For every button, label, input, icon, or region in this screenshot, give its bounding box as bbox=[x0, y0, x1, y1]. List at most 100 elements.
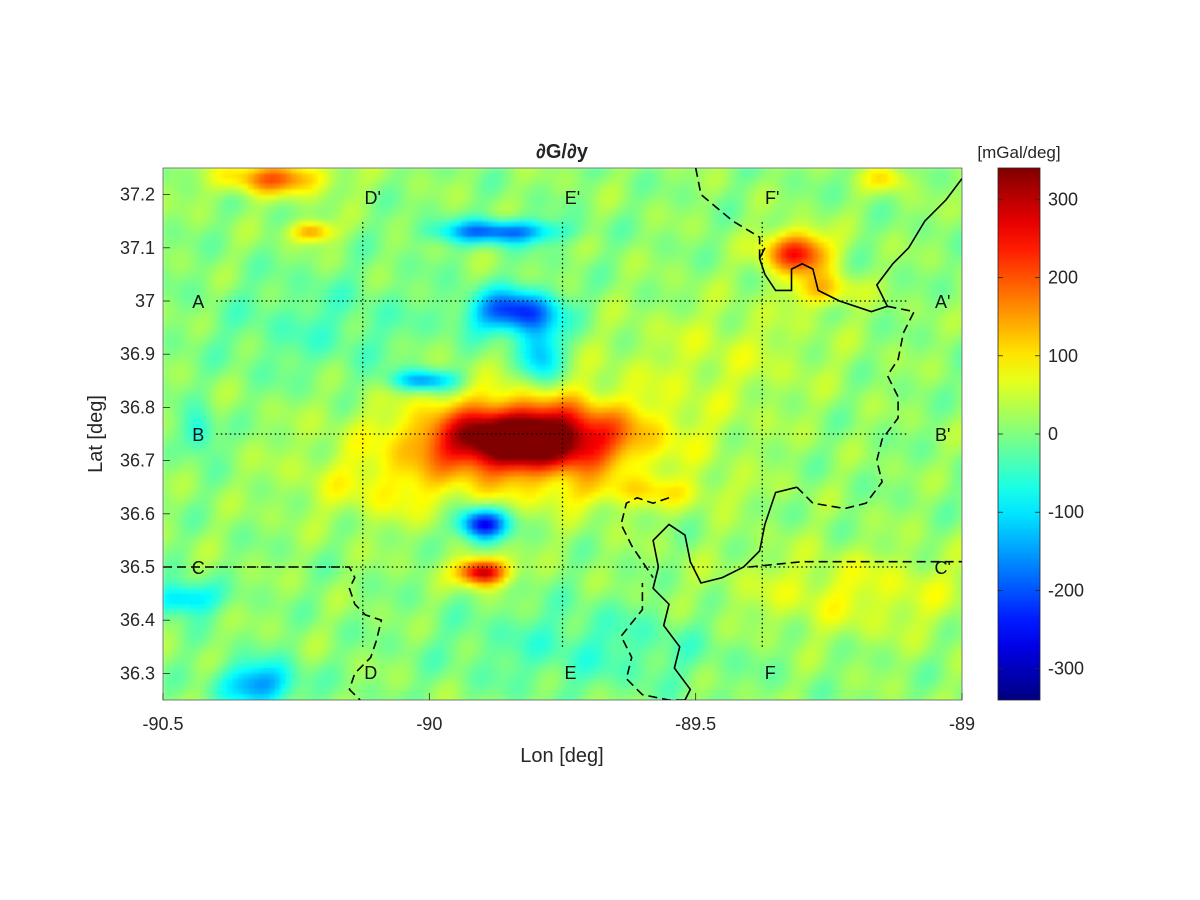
heatmap-cell bbox=[237, 189, 244, 196]
heatmap-cell bbox=[956, 194, 962, 201]
heatmap-cell bbox=[892, 168, 899, 174]
heatmap-cell bbox=[189, 279, 196, 286]
heatmap-cell bbox=[754, 311, 761, 318]
heatmap-cell bbox=[706, 263, 713, 270]
heatmap-cell bbox=[194, 311, 201, 318]
heatmap-cell bbox=[802, 183, 809, 190]
heatmap-cell bbox=[290, 274, 297, 281]
heatmap-cell bbox=[344, 263, 351, 270]
heatmap-cell bbox=[674, 199, 681, 206]
heatmap-cell bbox=[184, 263, 191, 270]
heatmap-cell bbox=[887, 285, 894, 291]
heatmap-cell bbox=[381, 215, 388, 222]
heatmap-cell bbox=[232, 274, 239, 281]
heatmap-cell bbox=[242, 311, 249, 318]
heatmap-cell bbox=[850, 226, 857, 233]
heatmap-cell bbox=[178, 231, 185, 238]
heatmap-cell bbox=[919, 311, 926, 318]
heatmap-cell bbox=[466, 269, 473, 275]
heatmap-cell bbox=[519, 306, 526, 313]
heatmap-cell bbox=[876, 178, 883, 185]
heatmap-cell bbox=[551, 242, 558, 249]
heatmap-cell bbox=[503, 290, 510, 297]
heatmap-cell bbox=[173, 242, 180, 249]
heatmap-cell bbox=[344, 199, 351, 206]
heatmap-cell bbox=[306, 290, 313, 297]
heatmap-cell bbox=[509, 221, 516, 228]
heatmap-cell bbox=[700, 301, 707, 307]
heatmap-cell bbox=[530, 168, 537, 174]
heatmap-cell bbox=[834, 226, 841, 233]
heatmap-cell bbox=[418, 221, 425, 228]
heatmap-cell bbox=[583, 316, 590, 323]
heatmap-cell bbox=[296, 295, 303, 302]
heatmap-cell bbox=[312, 210, 319, 217]
heatmap-cell bbox=[429, 221, 436, 228]
heatmap-cell bbox=[503, 253, 510, 260]
heatmap-cell bbox=[258, 285, 265, 291]
heatmap-cell bbox=[429, 178, 436, 185]
heatmap-cell bbox=[535, 226, 542, 233]
heatmap-cell bbox=[210, 290, 217, 297]
heatmap-cell bbox=[738, 215, 745, 222]
heatmap-cell bbox=[264, 237, 271, 244]
heatmap-cell bbox=[445, 322, 452, 329]
heatmap-cell bbox=[338, 279, 345, 286]
heatmap-cell bbox=[674, 269, 681, 275]
heatmap-cell bbox=[163, 263, 169, 270]
heatmap-cell bbox=[402, 173, 409, 180]
heatmap-cell bbox=[775, 285, 782, 291]
heatmap-cell bbox=[924, 189, 931, 196]
heatmap-cell bbox=[541, 199, 548, 206]
heatmap-cell bbox=[599, 279, 606, 286]
heatmap-cell bbox=[290, 194, 297, 201]
heatmap-cell bbox=[535, 316, 542, 323]
heatmap-cell bbox=[626, 242, 633, 249]
heatmap-cell bbox=[860, 183, 867, 190]
heatmap-cell bbox=[466, 221, 473, 228]
heatmap-cell bbox=[860, 322, 867, 329]
heatmap-cell bbox=[461, 231, 468, 238]
heatmap-cell bbox=[221, 306, 228, 313]
heatmap-cell bbox=[349, 311, 356, 318]
heatmap-cell bbox=[237, 338, 244, 345]
heatmap-cell bbox=[567, 178, 574, 185]
heatmap-cell bbox=[376, 327, 382, 334]
heatmap-cell bbox=[322, 274, 329, 281]
heatmap-cell bbox=[908, 189, 915, 196]
heatmap-cell bbox=[541, 322, 548, 329]
heatmap-cell bbox=[956, 215, 962, 222]
heatmap-cell bbox=[514, 247, 521, 254]
heatmap-cell bbox=[780, 199, 787, 206]
heatmap-cell bbox=[844, 290, 851, 297]
heatmap-cell bbox=[850, 253, 857, 260]
heatmap-cell bbox=[690, 306, 697, 313]
heatmap-cell bbox=[450, 168, 457, 174]
heatmap-cell bbox=[690, 301, 697, 307]
heatmap-cell bbox=[930, 263, 936, 270]
heatmap-cell bbox=[610, 210, 617, 217]
heatmap-cell bbox=[525, 279, 532, 286]
heatmap-cell bbox=[716, 269, 723, 275]
heatmap-cell bbox=[823, 194, 830, 201]
heatmap-cell bbox=[839, 173, 846, 180]
heatmap-cell bbox=[914, 327, 920, 334]
heatmap-cell bbox=[589, 285, 596, 291]
heatmap-cell bbox=[445, 237, 452, 244]
heatmap-cell bbox=[184, 215, 191, 222]
heatmap-cell bbox=[290, 306, 297, 313]
heatmap-cell bbox=[168, 226, 175, 233]
heatmap-cell bbox=[722, 247, 729, 254]
heatmap-cell bbox=[807, 338, 814, 345]
heatmap-cell bbox=[567, 332, 574, 339]
heatmap-cell bbox=[583, 301, 590, 307]
heatmap-cell bbox=[626, 258, 633, 265]
heatmap-cell bbox=[748, 226, 755, 233]
heatmap-cell bbox=[919, 322, 926, 329]
heatmap-cell bbox=[695, 168, 702, 174]
heatmap-cell bbox=[567, 327, 574, 334]
heatmap-cell bbox=[621, 338, 628, 345]
heatmap-cell bbox=[578, 316, 585, 323]
heatmap-cell bbox=[253, 258, 260, 265]
heatmap-cell bbox=[647, 301, 654, 307]
